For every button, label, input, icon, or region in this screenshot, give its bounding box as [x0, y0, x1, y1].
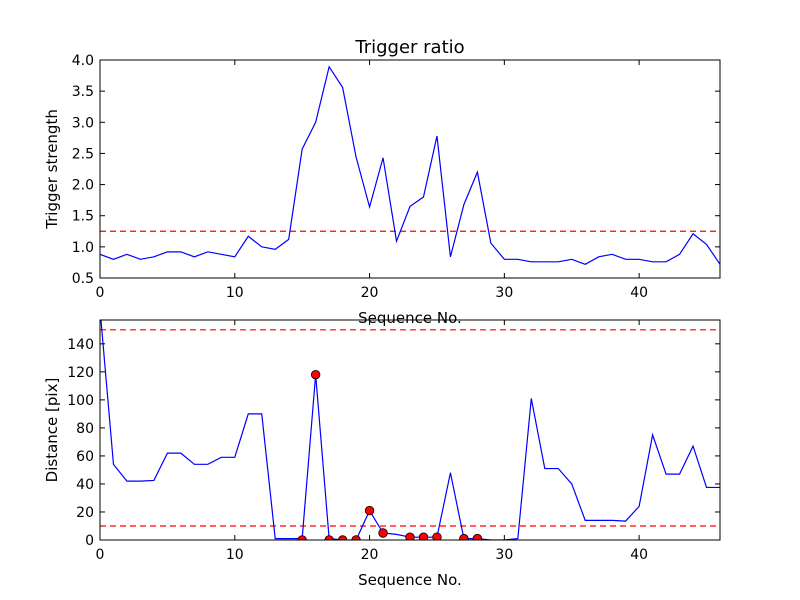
- y-tick-label: 40: [76, 477, 94, 493]
- triggered-point: [364, 505, 375, 516]
- plot-area: [100, 65, 720, 265]
- y-tick-label: 1.5: [72, 209, 94, 225]
- x-axis-label: Sequence No.: [358, 571, 462, 589]
- y-axis-label: Trigger strength: [43, 109, 61, 230]
- triggered-point: [432, 532, 442, 540]
- y-tick-label: 4.0: [72, 53, 94, 69]
- y-tick-label: 100: [67, 393, 94, 409]
- y-tick-label: 120: [67, 365, 94, 381]
- x-tick-label: 30: [495, 547, 513, 563]
- triggered-point: [337, 535, 348, 540]
- y-tick-label: 0.5: [72, 271, 94, 287]
- y-tick-label: 3.5: [72, 84, 94, 100]
- y-axis-label: Distance [pix]: [43, 378, 61, 483]
- x-tick-label: 10: [226, 547, 244, 563]
- x-tick-label: 0: [96, 547, 105, 563]
- triggered-point: [324, 535, 334, 540]
- x-tick-label: 10: [226, 285, 244, 301]
- triggered-point: [297, 535, 307, 540]
- triggered-point: [472, 533, 483, 540]
- triggered-point: [418, 532, 429, 540]
- x-tick-label: 30: [495, 285, 513, 301]
- y-tick-label: 20: [76, 505, 94, 521]
- series-line-0: [100, 65, 720, 265]
- triggered-point: [459, 533, 469, 540]
- y-tick-label: 0: [85, 533, 94, 549]
- y-tick-label: 140: [67, 337, 94, 353]
- triggered-point: [405, 532, 415, 540]
- y-tick-label: 1.0: [72, 240, 94, 256]
- triggered-point: [351, 535, 361, 540]
- y-tick-label: 2.0: [72, 178, 94, 194]
- y-tick-label: 2.5: [72, 146, 94, 162]
- x-tick-label: 40: [630, 285, 648, 301]
- bottom-axes-distance: 0 10 20 30 40 0 20 40 60 80 100 120 140 Sequence No. D…: [43, 319, 721, 589]
- axes-frame: [99, 59, 721, 279]
- y-tick-label: 60: [76, 449, 94, 465]
- plot-area: [100, 320, 720, 540]
- axes-frame: [99, 319, 721, 541]
- chart-title: Trigger ratio: [354, 37, 464, 58]
- y-tick-label: 3.0: [72, 115, 94, 131]
- x-tick-label: 40: [630, 547, 648, 563]
- triggered-point: [310, 369, 321, 380]
- x-tick-label: 20: [361, 285, 379, 301]
- x-axis-label: Sequence No.: [358, 309, 462, 327]
- y-tick-label: 80: [76, 421, 94, 437]
- triggered-point: [378, 528, 388, 538]
- x-tick-label: 20: [361, 547, 379, 563]
- x-tick-label: 0: [96, 285, 105, 301]
- top-axes-trigger-strength: 0 10 20 30 40 0.5 1.0 1.5 2.0 2.5 3.0 3.5 4.0 Sequenc…: [43, 53, 721, 327]
